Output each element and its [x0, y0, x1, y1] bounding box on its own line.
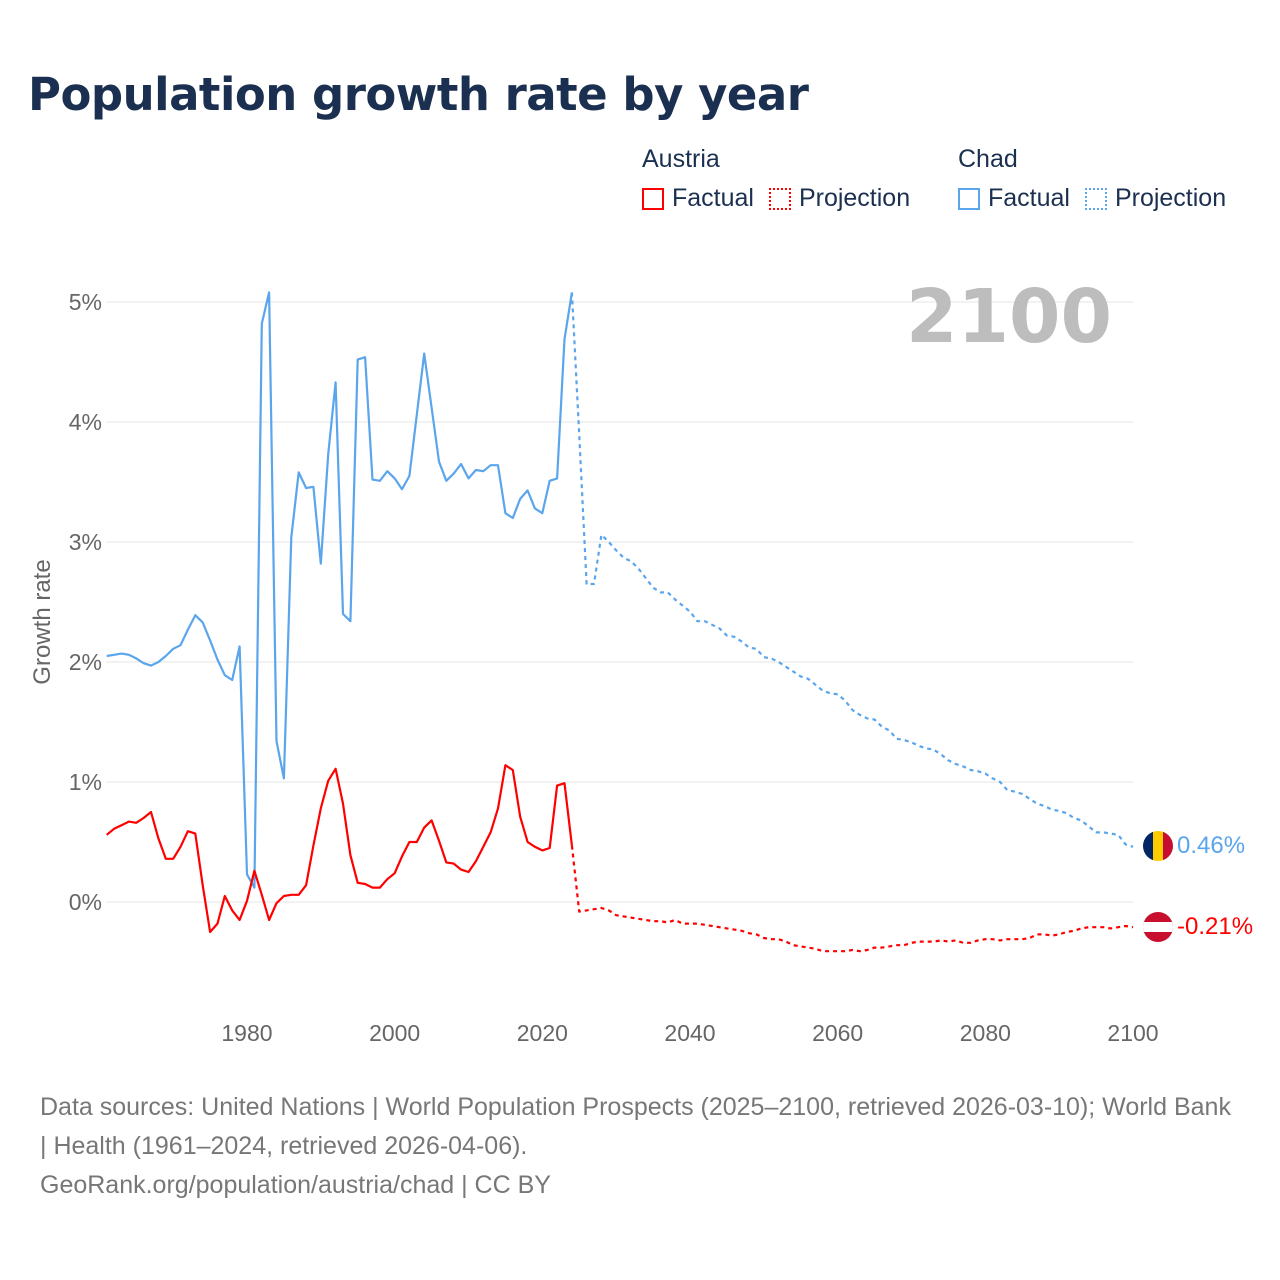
- legend-austria-title: Austria: [642, 145, 720, 173]
- legend-label: Projection: [1114, 184, 1227, 212]
- y-tick-label: 1%: [69, 769, 102, 795]
- chad-end-marker: 0.46%: [1143, 831, 1245, 861]
- chad-end-value: 0.46%: [1177, 832, 1245, 859]
- legend-label: Projection: [798, 184, 911, 212]
- legend-label: Factual: [672, 184, 754, 212]
- x-tick-label: 1980: [221, 1020, 272, 1046]
- x-tick-label: 2000: [369, 1020, 420, 1046]
- y-axis-label: Growth rate: [29, 559, 56, 684]
- dotted-swatch-icon: [768, 187, 791, 210]
- x-tick-label: 2040: [664, 1020, 715, 1046]
- austria-flag-icon: [1143, 912, 1173, 942]
- year-label: 2100: [906, 274, 1112, 360]
- y-tick-label: 5%: [69, 289, 102, 315]
- austria-projection-line: [570, 845, 1134, 953]
- solid-swatch-icon: [958, 187, 980, 210]
- austria-end-value: -0.21%: [1177, 913, 1253, 940]
- legend-chad-factual[interactable]: Factual: [958, 184, 1070, 213]
- legend-label: Factual: [988, 184, 1070, 212]
- y-tick-label: 4%: [69, 409, 102, 435]
- chad-factual-line: [106, 291, 573, 889]
- legend-chad-projection[interactable]: Projection: [1084, 184, 1227, 213]
- solid-swatch-icon: [642, 187, 664, 210]
- x-tick-label: 2020: [517, 1020, 568, 1046]
- x-tick-label: 2060: [812, 1020, 863, 1046]
- data-sources: Data sources: United Nations | World Pop…: [40, 1093, 1231, 1160]
- legend-austria-projection[interactable]: Projection: [768, 184, 911, 213]
- austria-end-marker: -0.21%: [1143, 912, 1253, 942]
- dotted-swatch-icon: [1084, 187, 1107, 210]
- footer: Data sources: United Nations | World Pop…: [40, 1088, 1240, 1205]
- y-tick-label: 0%: [69, 889, 102, 915]
- chad-flag-icon: [1143, 831, 1173, 861]
- austria-factual-line: [106, 764, 573, 934]
- y-tick-label: 3%: [69, 529, 102, 555]
- y-tick-label: 2%: [69, 649, 102, 675]
- x-tick-label: 2080: [960, 1020, 1011, 1046]
- legend-chad: Chad Factual Projection: [958, 145, 1234, 217]
- credit-link[interactable]: GeoRank.org/population/austria/chad | CC…: [40, 1171, 551, 1199]
- x-tick-label: 2100: [1107, 1020, 1158, 1046]
- legend-austria: Austria Factual Projection: [642, 145, 918, 217]
- legend-chad-title: Chad: [958, 145, 1018, 173]
- chad-projection-line: [570, 292, 1134, 848]
- legend-austria-factual[interactable]: Factual: [642, 184, 754, 213]
- chart-title: Population growth rate by year: [28, 68, 809, 121]
